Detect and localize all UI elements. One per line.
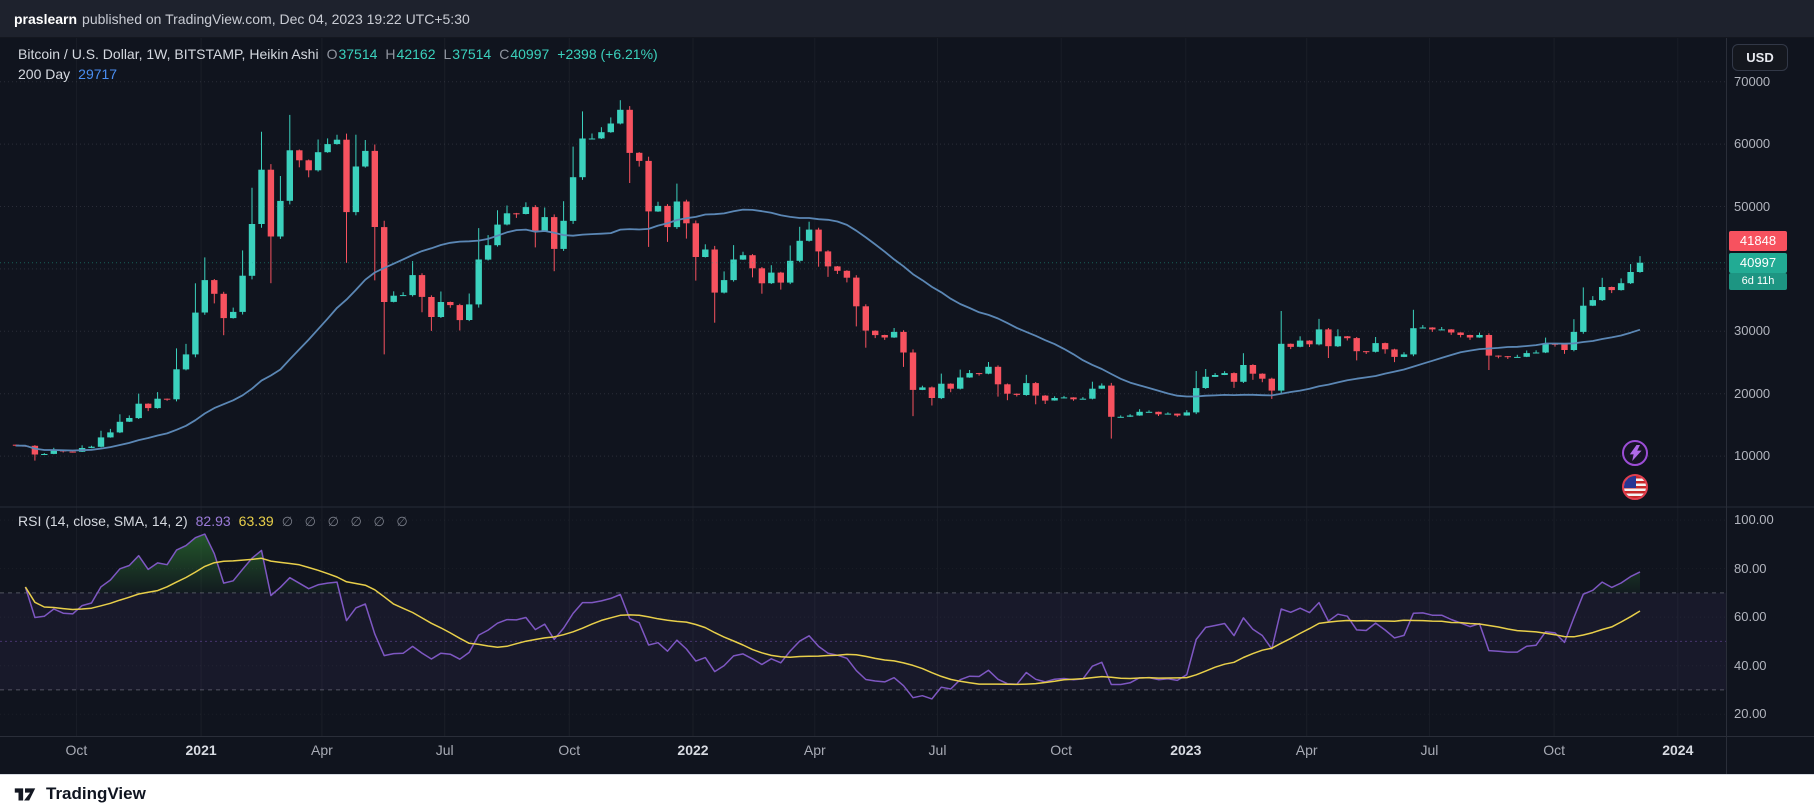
time-axis-label: Jul — [436, 742, 454, 758]
rsi-scale-label: 20.00 — [1734, 706, 1767, 722]
rsi-scale-label: 60.00 — [1734, 609, 1767, 625]
open-label: O — [327, 46, 338, 62]
time-axis-label: 2024 — [1662, 742, 1693, 758]
ohlc-open: O 37514 — [327, 46, 378, 62]
time-axis-label: Oct — [558, 742, 580, 758]
ma-legend: 200 Day 29717 — [18, 66, 117, 82]
rsi-value: 82.93 — [196, 513, 231, 529]
low-label: L — [443, 46, 451, 62]
rsi-scale-label: 80.00 — [1734, 561, 1767, 577]
price-scale-label: 70000 — [1734, 74, 1770, 90]
time-axis-label: Oct — [66, 742, 88, 758]
tradingview-logo-icon[interactable] — [12, 781, 38, 807]
price-scale-label: 60000 — [1734, 136, 1770, 152]
rsi-scale-label: 100.00 — [1734, 512, 1774, 528]
time-axis-label: Apr — [311, 742, 333, 758]
header-bar: praslearn published on TradingView.com, … — [0, 0, 1814, 38]
price-badge-close: 40997 — [1729, 253, 1787, 273]
price-scale-label: 50000 — [1734, 199, 1770, 215]
time-axis-label: 2021 — [186, 742, 217, 758]
low-value: 37514 — [452, 46, 491, 62]
close-label: C — [499, 46, 509, 62]
rsi-legend: RSI (14, close, SMA, 14, 2) 82.93 63.39 … — [18, 513, 412, 530]
time-axis-label: Oct — [1050, 742, 1072, 758]
price-scale-label: 10000 — [1734, 448, 1770, 464]
ohlc-high: H 42162 — [385, 46, 435, 62]
high-value: 42162 — [397, 46, 436, 62]
lightning-icon[interactable] — [1622, 440, 1648, 466]
ma-value: 29717 — [78, 66, 117, 82]
currency-button[interactable]: USD — [1732, 44, 1788, 71]
symbol-title[interactable]: Bitcoin / U.S. Dollar, 1W, BITSTAMP, Hei… — [18, 46, 319, 62]
price-badge-last: 41848 — [1729, 231, 1787, 251]
ohlc-close: C 40997 — [499, 46, 549, 62]
chart-canvas[interactable] — [0, 38, 1814, 774]
author-name: praslearn — [14, 11, 77, 27]
ohlc-low: L 37514 — [443, 46, 491, 62]
high-label: H — [385, 46, 395, 62]
symbol-legend: Bitcoin / U.S. Dollar, 1W, BITSTAMP, Hei… — [18, 46, 658, 62]
price-scale-label: 30000 — [1734, 323, 1770, 339]
ma-label[interactable]: 200 Day — [18, 66, 70, 82]
time-axis-label: Jul — [929, 742, 947, 758]
time-axis-label: Oct — [1543, 742, 1565, 758]
time-axis-label: Apr — [804, 742, 826, 758]
lightning-glyph — [1629, 445, 1642, 461]
time-axis-label: 2023 — [1170, 742, 1201, 758]
published-text: published on TradingView.com, Dec 04, 20… — [82, 11, 470, 27]
chart-area: Bitcoin / U.S. Dollar, 1W, BITSTAMP, Hei… — [0, 38, 1814, 774]
time-axis-label: Jul — [1420, 742, 1438, 758]
us-flag-icon[interactable] — [1622, 474, 1648, 500]
countdown-badge: 6d 11h — [1729, 273, 1787, 290]
time-axis-label: Apr — [1296, 742, 1318, 758]
change-value: +2398 (+6.21%) — [557, 46, 657, 62]
brand-name[interactable]: TradingView — [46, 784, 146, 804]
price-scale-label: 20000 — [1734, 386, 1770, 402]
rsi-sma-value: 63.39 — [239, 513, 274, 529]
time-axis-label: 2022 — [677, 742, 708, 758]
close-value: 40997 — [510, 46, 549, 62]
open-value: 37514 — [338, 46, 377, 62]
footer-bar: TradingView — [0, 774, 1814, 812]
rsi-title[interactable]: RSI (14, close, SMA, 14, 2) — [18, 513, 188, 529]
rsi-null-values: ∅ ∅ ∅ ∅ ∅ ∅ — [282, 514, 412, 530]
rsi-scale-label: 40.00 — [1734, 658, 1767, 674]
time-scale[interactable] — [0, 736, 1726, 774]
